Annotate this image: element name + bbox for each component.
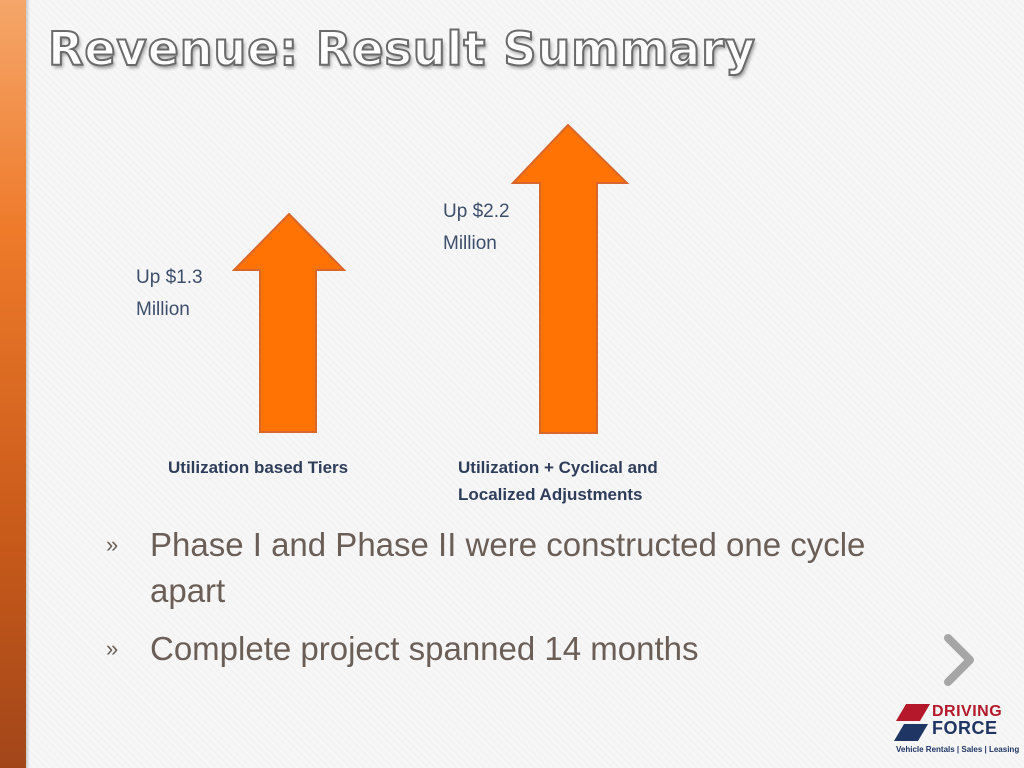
caption-label-1: Utilization based Tiers	[168, 458, 349, 477]
bullet-list: » Phase I and Phase II were constructed …	[100, 522, 940, 684]
bullet-text: Complete project spanned 14 months	[150, 630, 699, 667]
arrow-up-2-icon	[511, 124, 629, 434]
bullet-text: Phase I and Phase II were constructed on…	[150, 526, 866, 609]
bullet-item: » Complete project spanned 14 months	[100, 626, 940, 672]
logo-line2: FORCE	[932, 718, 998, 738]
driving-force-logo: DRIVING FORCE Vehicle Rentals | Sales | …	[894, 702, 1020, 760]
logo-mark-icon	[894, 704, 930, 741]
accent-bar	[0, 0, 30, 768]
amount-label-2: Up $2.2 Million	[443, 201, 510, 254]
bullet-marker: »	[106, 636, 119, 661]
amount-label-1: Up $1.3 Million	[136, 267, 203, 320]
logo-tagline: Vehicle Rentals | Sales | Leasing	[896, 745, 1020, 754]
bullet-item: » Phase I and Phase II were constructed …	[100, 522, 940, 614]
arrow-up-1-icon	[232, 213, 346, 433]
chevron-right-icon[interactable]	[940, 630, 980, 695]
caption-label-2: Utilization + Cyclical and Localized Adj…	[458, 458, 658, 504]
logo-line1: DRIVING	[932, 703, 1003, 720]
slide-title: Revenue: Result Summary	[47, 21, 756, 77]
bullet-marker: »	[106, 532, 119, 557]
